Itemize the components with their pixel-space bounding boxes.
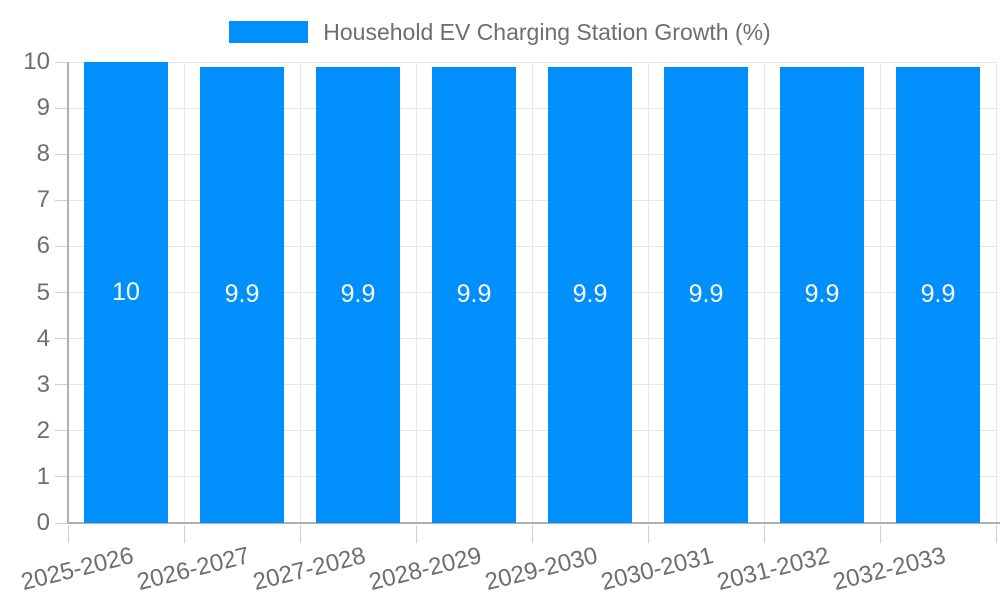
bar[interactable]: 9.9 (432, 66, 516, 523)
y-axis-tick (55, 61, 68, 63)
y-axis-tick (55, 292, 68, 293)
x-axis-tick (995, 525, 997, 543)
bar[interactable]: 10 (84, 62, 168, 523)
y-axis-tick (55, 153, 68, 155)
gridline-vertical (995, 62, 997, 523)
gridline-vertical (183, 62, 185, 523)
y-axis-tick (55, 338, 68, 340)
y-axis-label: 5 (36, 278, 50, 306)
y-axis-tick (55, 107, 68, 109)
gridline-vertical (531, 62, 533, 523)
y-axis-label: 4 (36, 324, 50, 352)
y-axis-label: 6 (36, 232, 50, 260)
y-axis-tick (55, 384, 68, 386)
y-axis-label: 3 (36, 370, 50, 398)
gridline-vertical (415, 62, 417, 523)
bar[interactable]: 9.9 (664, 66, 748, 523)
bar[interactable]: 9.9 (200, 66, 284, 523)
y-axis-label: 0 (36, 509, 50, 536)
bar-data-label: 9.9 (224, 280, 260, 309)
bar-data-label: 9.9 (572, 280, 608, 309)
bar-data-label: 9.9 (920, 280, 956, 309)
y-axis-label: 8 (36, 140, 50, 168)
x-axis-tick (299, 525, 301, 543)
y-axis-tick (55, 476, 68, 478)
bar-data-label: 9.9 (340, 280, 376, 309)
y-axis-label: 7 (36, 186, 50, 214)
bar[interactable]: 9.9 (548, 66, 632, 523)
gridline-vertical (763, 62, 765, 523)
y-axis-label: 1 (36, 462, 50, 490)
gridline-vertical (879, 62, 881, 523)
bar-data-label: 9.9 (688, 280, 724, 309)
x-axis-tick (67, 525, 69, 543)
y-axis-label: 10 (23, 48, 50, 75)
x-axis-tick (763, 525, 765, 543)
x-axis-tick (415, 525, 417, 543)
x-axis-line (68, 522, 1000, 524)
y-axis-tick (55, 199, 68, 201)
x-axis-tick (183, 525, 185, 543)
bar-data-label: 9.9 (804, 280, 840, 309)
gridline-vertical (647, 62, 649, 523)
x-axis-tick (647, 525, 649, 543)
bar-data-label: 10 (112, 278, 140, 306)
gridline-vertical (299, 62, 301, 523)
legend-swatch (229, 21, 309, 43)
legend[interactable]: Household EV Charging Station Growth (%) (0, 16, 1000, 48)
y-axis-label: 9 (36, 94, 50, 122)
bar-data-label: 9.9 (456, 280, 492, 309)
x-axis-tick (531, 525, 533, 543)
y-axis-label: 2 (36, 416, 50, 444)
y-axis-tick (55, 522, 68, 524)
bar[interactable]: 9.9 (780, 66, 864, 523)
y-axis-tick (55, 430, 68, 432)
legend-label: Household EV Charging Station Growth (%) (323, 19, 771, 45)
bar[interactable]: 9.9 (896, 66, 980, 523)
y-axis-line (67, 62, 69, 523)
y-axis-tick (55, 245, 68, 247)
x-axis-tick (879, 525, 881, 543)
bar[interactable]: 9.9 (316, 66, 400, 523)
